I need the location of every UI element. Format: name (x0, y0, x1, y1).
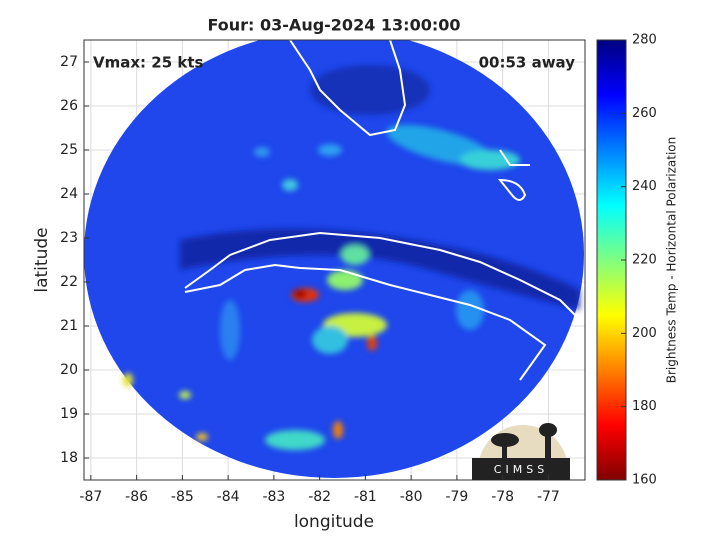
plot-frame (83, 39, 586, 481)
y-tick-label: 22 (60, 274, 78, 290)
annotation: Vmax: 25 kts (93, 54, 203, 72)
x-tick-label: -79 (445, 489, 468, 505)
colorbar-tick-label: 220 (632, 253, 657, 268)
annotation: 00:53 away (479, 54, 576, 72)
y-axis-label: latitude (32, 227, 52, 292)
x-tick-label: -82 (308, 489, 331, 505)
x-tick-label: -78 (491, 489, 514, 505)
colorbar-tick-label: 280 (632, 33, 657, 48)
colorbar-tick-label: 160 (632, 473, 657, 488)
x-tick-label: -85 (171, 489, 194, 505)
logo-text: CIMSS (494, 463, 548, 476)
x-axis-label: longitude (294, 512, 374, 532)
title: Four: 03-Aug-2024 13:00:00 (208, 16, 461, 35)
y-tick-label: 24 (60, 186, 78, 202)
colorbar-tick-label: 180 (632, 399, 657, 414)
x-tick-label: -86 (125, 489, 148, 505)
imagery-features (123, 65, 580, 450)
y-tick-label: 27 (60, 54, 78, 70)
y-tick-label: 18 (60, 450, 78, 466)
y-tick-label: 21 (60, 318, 78, 334)
x-tick-label: -83 (262, 489, 285, 505)
colorbar-label: Brightness Temp - Horizontal Polarizatio… (665, 137, 679, 384)
x-tick-label: -77 (537, 489, 560, 505)
y-tick-label: 26 (60, 98, 78, 114)
coastlines (184, 40, 579, 381)
colorbar-tick-label: 260 (632, 106, 657, 121)
y-tick-label: 25 (60, 142, 78, 158)
x-tick-label: -81 (354, 489, 377, 505)
y-tick-label: 19 (60, 406, 78, 422)
colorbar-tick-label: 240 (632, 179, 657, 194)
imagery (84, 40, 584, 478)
x-tick-label: -80 (400, 489, 423, 505)
logo: CIMSS (472, 423, 570, 480)
x-tick-label: -84 (217, 489, 240, 505)
y-tick-label: 23 (60, 230, 78, 246)
x-tick-label: -87 (79, 489, 102, 505)
y-tick-label: 20 (60, 362, 78, 378)
colorbar-tick-label: 200 (632, 326, 657, 341)
